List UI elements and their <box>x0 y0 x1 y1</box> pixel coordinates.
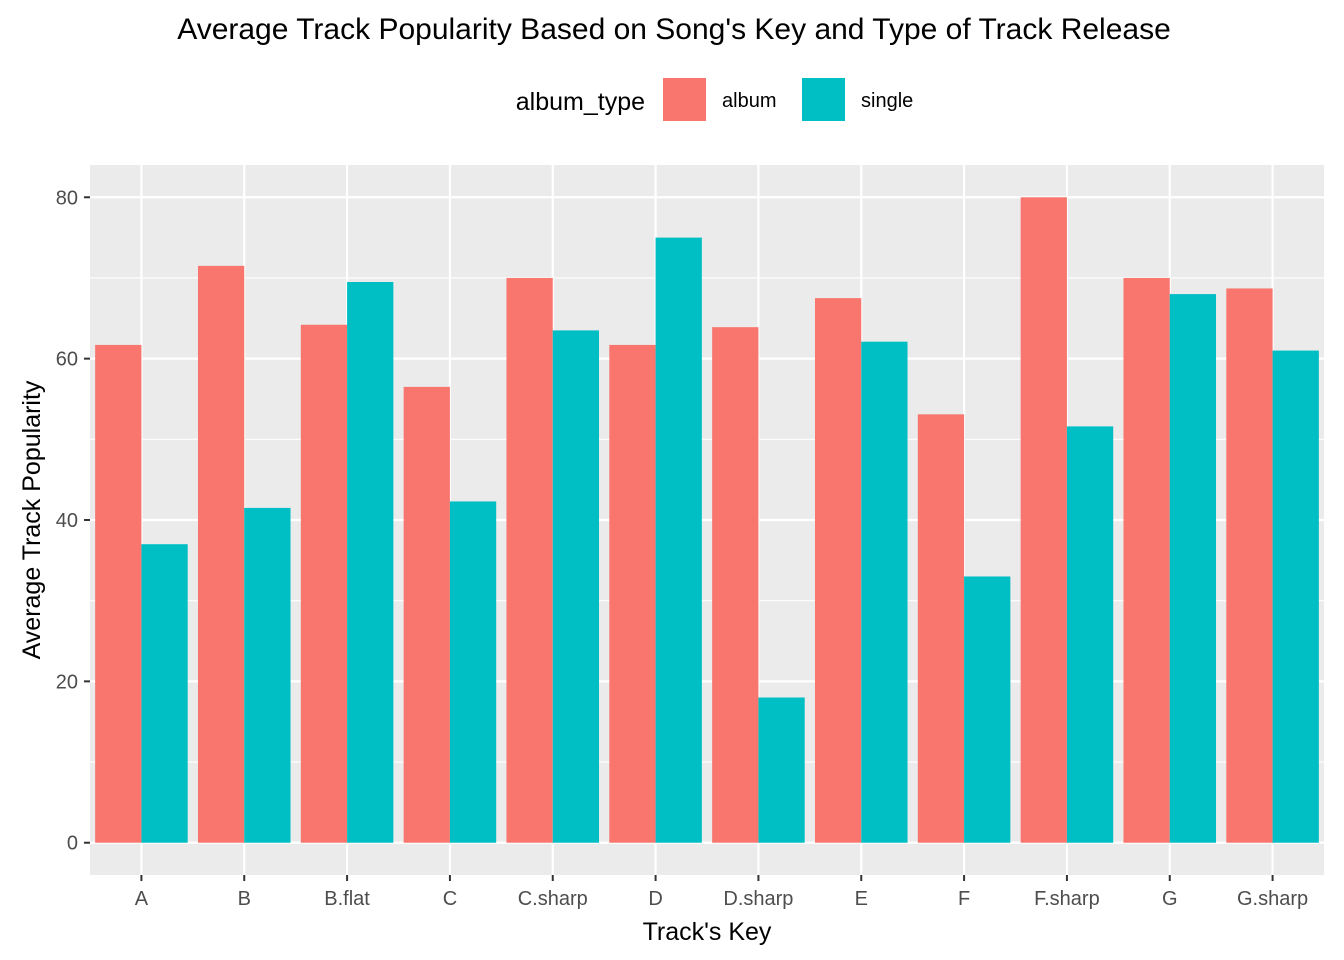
x-axis-label: Track's Key <box>643 918 772 946</box>
y-axis: 0 20 40 60 80 <box>56 187 90 855</box>
x-tick-label: F.sharp <box>1034 888 1100 910</box>
bar-single-E <box>861 341 908 843</box>
bar-album-C <box>403 386 450 843</box>
x-tick-label: G <box>1162 888 1178 910</box>
x-tick-label: A <box>135 888 149 910</box>
bar-album-B <box>197 265 245 843</box>
bar-album-G.sharp <box>1226 288 1273 843</box>
bar-album-B.flat <box>300 324 348 843</box>
legend-key-single <box>802 78 845 121</box>
bar-album-F.sharp <box>1020 197 1067 843</box>
chart-title: Average Track Popularity Based on Song's… <box>177 13 1171 46</box>
y-axis-label: Average Track Popularity <box>18 380 46 659</box>
bar-single-D.sharp <box>758 697 805 843</box>
y-tick-label: 60 <box>56 349 78 371</box>
legend-key-album <box>663 78 706 121</box>
x-tick-label: G.sharp <box>1237 888 1308 910</box>
x-tick-label: C.sharp <box>518 888 588 910</box>
x-tick-label: D.sharp <box>723 888 793 910</box>
y-tick-label: 0 <box>67 833 78 855</box>
bar-single-G <box>1169 294 1217 843</box>
bar-single-B <box>244 507 291 843</box>
x-tick-label: B.flat <box>324 888 370 910</box>
bar-album-D.sharp <box>712 327 759 843</box>
x-tick-label: F <box>958 888 970 910</box>
x-tick-label: C <box>443 888 457 910</box>
bar-single-C.sharp <box>552 330 600 843</box>
bar-album-D <box>609 344 656 843</box>
bar-single-F <box>964 576 1011 843</box>
y-tick-label: 80 <box>56 187 78 209</box>
legend-title: album_type <box>516 88 645 116</box>
y-tick-label: 20 <box>56 671 78 693</box>
legend: album_type album single <box>516 78 913 121</box>
x-tick-label: B <box>238 888 251 910</box>
x-tick-label: E <box>855 888 868 910</box>
bar-album-C.sharp <box>506 277 553 843</box>
bars <box>95 197 1319 843</box>
bar-single-F.sharp <box>1066 426 1114 843</box>
bar-album-G <box>1123 277 1170 843</box>
bar-single-C <box>449 501 497 843</box>
x-tick-label: D <box>648 888 662 910</box>
legend-label-single: single <box>861 90 913 112</box>
bar-album-A <box>95 344 142 843</box>
bar-single-D <box>655 237 702 843</box>
x-axis: A B B.flat C C.sharp D D.sharp E F F.sharp G G.shar… <box>135 875 1308 910</box>
bar-album-E <box>814 298 862 843</box>
bar-album-F <box>917 414 965 843</box>
legend-label-album: album <box>722 90 776 112</box>
bar-single-G.sharp <box>1272 350 1319 843</box>
y-tick-label: 40 <box>56 510 78 532</box>
bar-single-B.flat <box>347 281 394 843</box>
bar-single-A <box>141 544 188 843</box>
